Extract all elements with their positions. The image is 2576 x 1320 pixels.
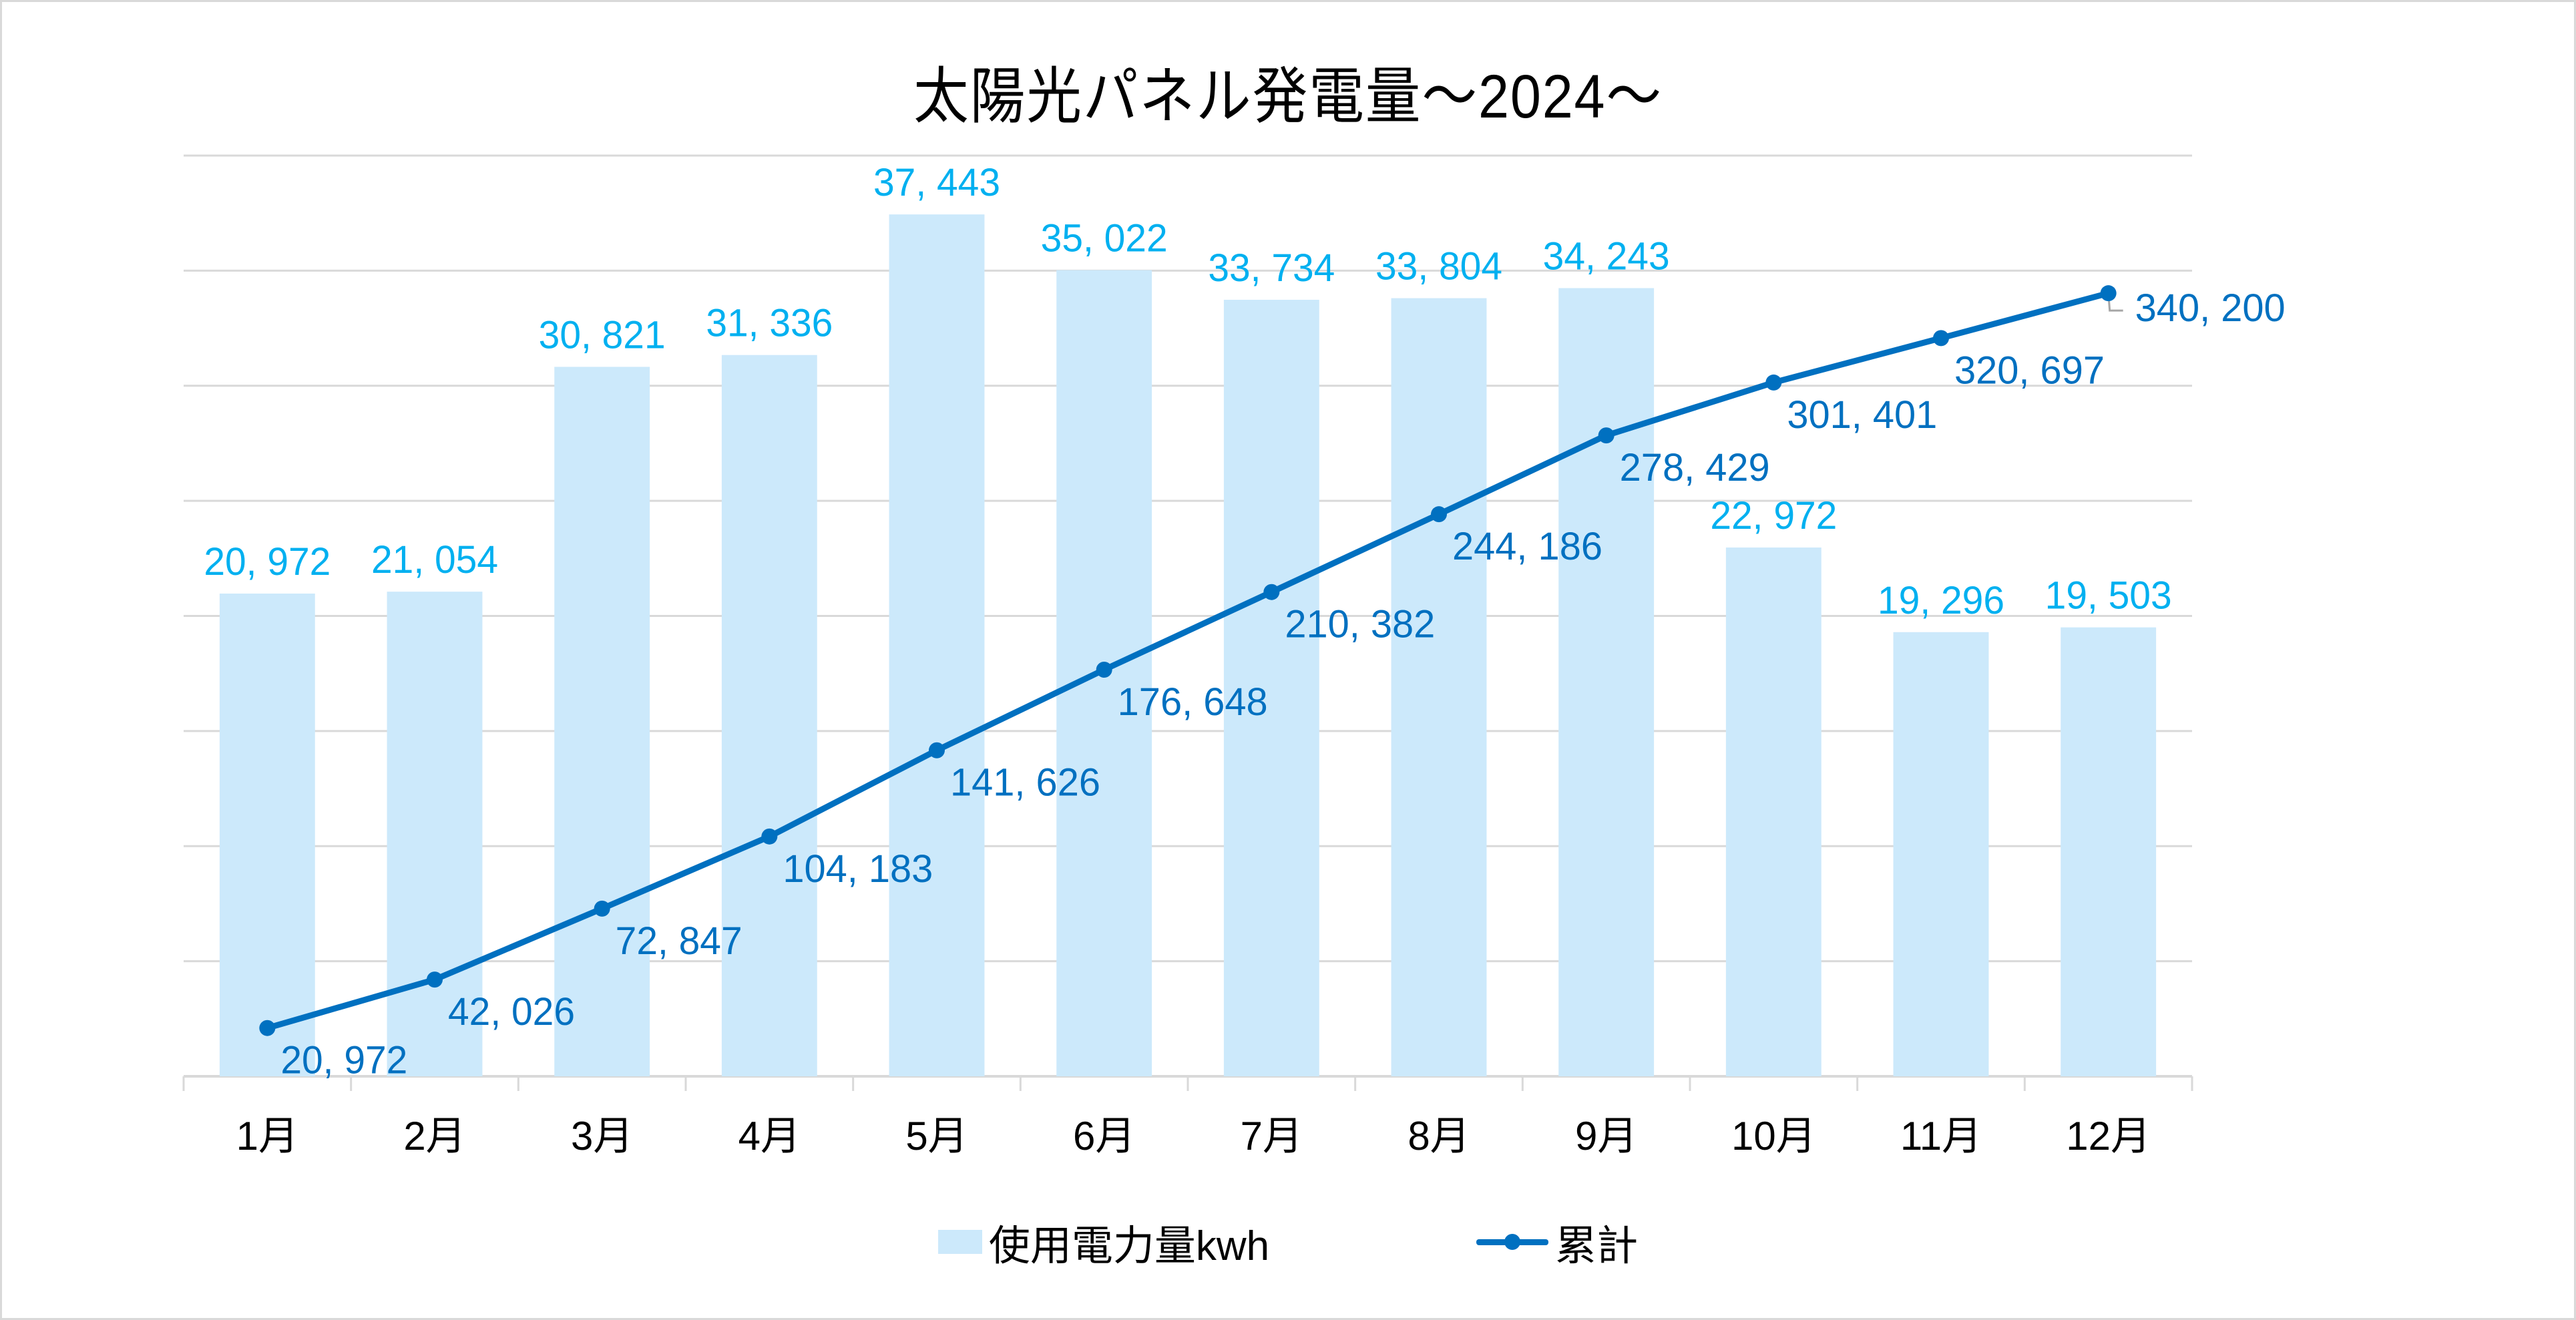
- line-marker: [1431, 506, 1447, 523]
- bar: [1558, 288, 1655, 1077]
- bar-data-label: 19, 503: [2045, 574, 2172, 618]
- legend-swatch-line-marker-icon: [1476, 1229, 1549, 1255]
- x-tick-label: 5月: [905, 1114, 968, 1158]
- legend-swatch-bar-icon: [937, 1230, 982, 1254]
- line-marker: [1765, 374, 1782, 391]
- bar: [387, 592, 483, 1076]
- x-tick-label: 4月: [738, 1114, 801, 1158]
- bar-data-label: 30, 821: [539, 313, 666, 357]
- x-tick-label: 8月: [1408, 1114, 1470, 1158]
- line-marker: [594, 900, 610, 917]
- x-tick-label: 1月: [236, 1114, 298, 1158]
- line-data-label: 278, 429: [1620, 446, 1770, 489]
- line-data-label: 104, 183: [783, 847, 933, 891]
- line-marker: [427, 971, 443, 988]
- line-data-label: 244, 186: [1452, 525, 1602, 568]
- line-data-label: 176, 648: [1118, 680, 1268, 724]
- legend-label-usage: 使用電力量kwh: [988, 1223, 1270, 1269]
- bar: [1391, 298, 1487, 1077]
- bar: [219, 593, 315, 1076]
- line-data-label: 141, 626: [950, 761, 1100, 805]
- bar-data-label: 20, 972: [204, 540, 331, 584]
- x-tick-label: 2月: [403, 1114, 465, 1158]
- line-data-label: 42, 026: [448, 990, 575, 1034]
- line-marker: [929, 742, 945, 758]
- bar-data-label: 35, 022: [1041, 217, 1168, 260]
- bar: [2061, 627, 2157, 1076]
- bar-data-label: 31, 336: [706, 302, 833, 345]
- legend-label-cumulative: 累計: [1555, 1223, 1639, 1269]
- chart-legend: 使用電力量kwh 累計: [0, 1212, 2576, 1272]
- chart-title: 太陽光パネル発電量～2024～: [913, 63, 1663, 131]
- bar-data-label: 21, 054: [371, 538, 498, 582]
- line-marker: [1933, 330, 1949, 347]
- bar-data-label: 33, 804: [1375, 245, 1502, 288]
- x-tick-label: 9月: [1575, 1114, 1637, 1158]
- cumulative-line: [266, 290, 2109, 1032]
- bar: [889, 214, 985, 1076]
- line-marker: [761, 828, 778, 845]
- bar: [554, 367, 650, 1076]
- bar-data-label: 33, 734: [1208, 246, 1335, 290]
- line-marker: [259, 1020, 276, 1036]
- line-data-label: 301, 401: [1787, 393, 1937, 437]
- line-marker: [1598, 427, 1615, 444]
- x-tick-label: 7月: [1241, 1114, 1303, 1158]
- bar: [1725, 547, 1821, 1076]
- line-data-label: 210, 382: [1285, 603, 1435, 646]
- x-tick-label: 3月: [571, 1114, 633, 1158]
- line-data-label: 20, 972: [280, 1039, 407, 1082]
- line-data-label: 340, 200: [2135, 286, 2286, 330]
- x-tick-label: 11月: [1900, 1114, 1982, 1158]
- legend-item-cumulative[interactable]: 累計: [1476, 1212, 1638, 1272]
- legend-item-usage[interactable]: 使用電力量kwh: [937, 1212, 1270, 1272]
- bar: [1223, 300, 1319, 1076]
- x-tick-label: 10月: [1731, 1114, 1816, 1158]
- line-marker: [2100, 285, 2117, 302]
- line-data-label: 72, 847: [616, 919, 742, 963]
- bar-data-label: 22, 972: [1710, 494, 1837, 537]
- x-tick-label: 12月: [2066, 1114, 2151, 1158]
- bar-data-label: 34, 243: [1543, 234, 1670, 278]
- bar: [721, 355, 817, 1076]
- bar: [1893, 632, 1989, 1076]
- line-marker: [1096, 662, 1112, 678]
- line-data-label: 320, 697: [1954, 349, 2105, 392]
- x-tick-label: 6月: [1073, 1114, 1135, 1158]
- bar-data-label: 19, 296: [1878, 579, 2004, 622]
- bar-data-label: 37, 443: [873, 161, 1000, 204]
- line-marker: [1263, 584, 1280, 600]
